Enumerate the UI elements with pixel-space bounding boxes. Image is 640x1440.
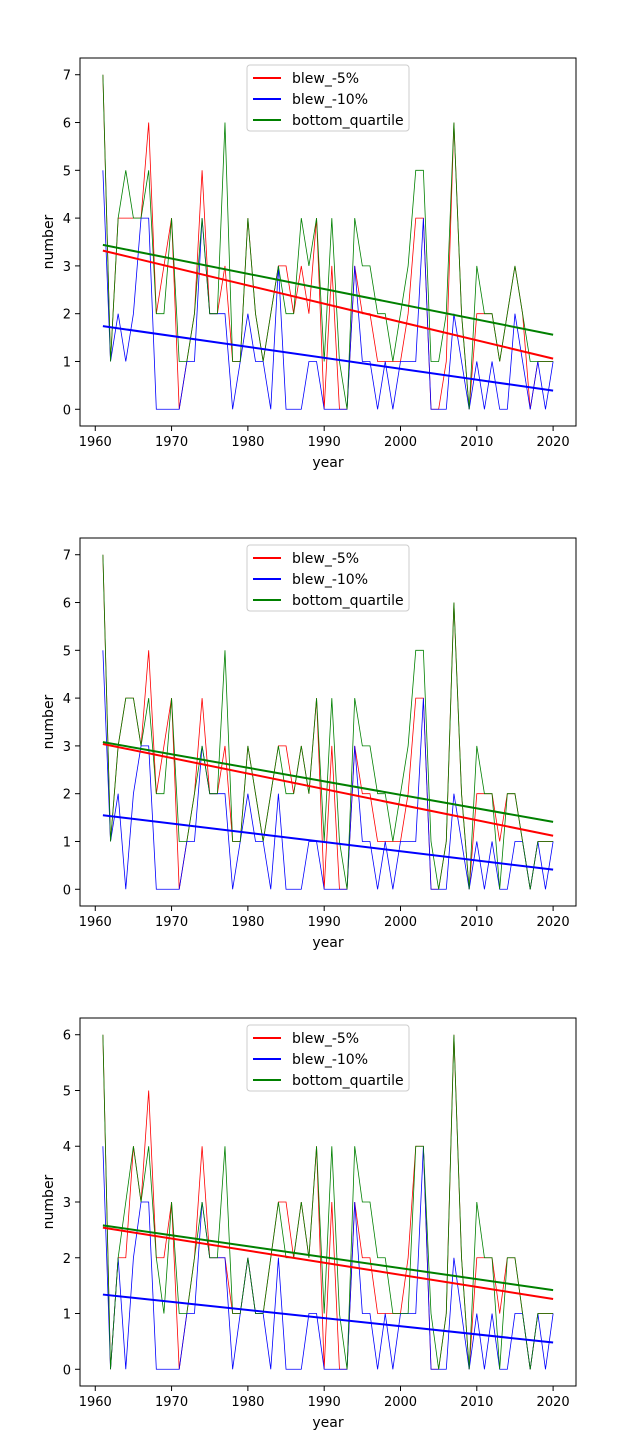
legend-label: blew_-5% bbox=[292, 71, 359, 87]
legend-label: blew_-10% bbox=[292, 92, 368, 108]
x-tick-label: 1960 bbox=[79, 915, 112, 930]
series-line-blew_-10% bbox=[102, 1146, 554, 1370]
series-line-blew_-10% bbox=[102, 170, 554, 410]
legend-box bbox=[246, 64, 410, 132]
x-tick-label: 1960 bbox=[79, 1395, 112, 1410]
legend-label: blew_-5% bbox=[292, 551, 359, 567]
x-tick-label: 2020 bbox=[537, 435, 570, 450]
x-tick-label: 2020 bbox=[537, 1395, 570, 1410]
trend-line-bottom_quartile bbox=[102, 741, 554, 823]
series-group bbox=[102, 74, 554, 410]
x-tick-label: 1970 bbox=[155, 915, 188, 930]
y-tick-label: 0 bbox=[63, 1363, 71, 1378]
y-tick-label: 4 bbox=[63, 1140, 71, 1155]
x-tick-label: 1980 bbox=[231, 435, 264, 450]
x-tick-label: 1970 bbox=[155, 1395, 188, 1410]
x-tick-label: 1970 bbox=[155, 435, 188, 450]
legend: blew_-5% blew_-10% bottom_quartile bbox=[246, 64, 410, 132]
chart-2: 1960 1970 1980 1990 2000 2010 2020 0 1 2 3 4 5 6 7 year… bbox=[41, 537, 577, 951]
y-tick-label: 4 bbox=[63, 692, 71, 707]
y-tick-label: 5 bbox=[63, 644, 71, 659]
y-tick-label: 3 bbox=[63, 740, 71, 755]
y-tick-label: 1 bbox=[63, 355, 71, 370]
series-line-blew_-5% bbox=[102, 74, 554, 410]
y-tick-label: 2 bbox=[63, 1252, 71, 1267]
legend-label: blew_-10% bbox=[292, 1052, 368, 1068]
legend-label: bottom_quartile bbox=[292, 593, 404, 609]
series-group bbox=[102, 554, 554, 890]
x-tick-label: 2010 bbox=[460, 435, 493, 450]
plot-frame bbox=[79, 537, 577, 907]
trend-line-blew_-10% bbox=[102, 325, 554, 392]
series-line-bottom_quartile bbox=[102, 1034, 554, 1370]
trend-line-bottom_quartile bbox=[102, 1224, 554, 1292]
x-tick-label: 1980 bbox=[231, 1395, 264, 1410]
x-axis-label: year bbox=[312, 935, 343, 951]
chart-1: 1960 1970 1980 1990 2000 2010 2020 0 1 2 3 4 5 6 7 year… bbox=[41, 57, 577, 471]
y-tick-label: 6 bbox=[63, 117, 71, 132]
x-tick-label: 2010 bbox=[460, 1395, 493, 1410]
x-tick-label: 2000 bbox=[384, 1395, 417, 1410]
y-axis-label: number bbox=[41, 694, 57, 749]
x-tick-label: 1960 bbox=[79, 435, 112, 450]
x-axis-label: year bbox=[312, 455, 343, 471]
y-tick-label: 5 bbox=[63, 164, 71, 179]
y-tick-label: 1 bbox=[63, 835, 71, 850]
y-tick-label: 2 bbox=[63, 788, 71, 803]
legend-box bbox=[246, 544, 410, 612]
x-axis-label: year bbox=[312, 1415, 343, 1431]
y-tick-label: 1 bbox=[63, 1308, 71, 1323]
y-tick-label: 0 bbox=[63, 403, 71, 418]
y-tick-label: 4 bbox=[63, 212, 71, 227]
series-line-bottom_quartile bbox=[102, 554, 554, 890]
y-tick-label: 0 bbox=[63, 883, 71, 898]
legend-label: blew_-5% bbox=[292, 1031, 359, 1047]
legend-box bbox=[246, 1024, 410, 1092]
y-tick-label: 7 bbox=[63, 549, 71, 564]
series-line-blew_-5% bbox=[102, 554, 554, 890]
y-axis-label: number bbox=[41, 214, 57, 269]
x-tick-label: 1990 bbox=[308, 435, 341, 450]
x-tick-label: 1980 bbox=[231, 915, 264, 930]
y-tick-label: 2 bbox=[63, 308, 71, 323]
trend-line-blew_-10% bbox=[102, 1293, 554, 1344]
trend-line-blew_-10% bbox=[102, 814, 554, 871]
x-tick-label: 1990 bbox=[308, 915, 341, 930]
y-tick-label: 5 bbox=[63, 1084, 71, 1099]
series-group bbox=[102, 1034, 554, 1370]
x-tick-label: 2000 bbox=[384, 435, 417, 450]
trend-line-bottom_quartile bbox=[102, 243, 554, 336]
legend: blew_-5% blew_-10% bottom_quartile bbox=[246, 544, 410, 612]
legend-label: bottom_quartile bbox=[292, 113, 404, 129]
legend: blew_-5% blew_-10% bottom_quartile bbox=[246, 1024, 410, 1092]
x-tick-label: 2020 bbox=[537, 915, 570, 930]
y-tick-label: 3 bbox=[63, 1196, 71, 1211]
trend-line-blew_-5% bbox=[102, 743, 554, 837]
trend-line-blew_-5% bbox=[102, 249, 554, 360]
series-line-blew_-5% bbox=[102, 1034, 554, 1370]
plot-frame bbox=[79, 57, 577, 427]
y-tick-label: 3 bbox=[63, 260, 71, 275]
chart-3: 1960 1970 1980 1990 2000 2010 2020 0 1 2 3 4 5 6 year n… bbox=[41, 1017, 577, 1431]
legend-label: bottom_quartile bbox=[292, 1073, 404, 1089]
y-tick-label: 6 bbox=[63, 597, 71, 612]
y-tick-label: 6 bbox=[63, 1029, 71, 1044]
legend-label: blew_-10% bbox=[292, 572, 368, 588]
trend-line-blew_-5% bbox=[102, 1226, 554, 1301]
x-tick-label: 2010 bbox=[460, 915, 493, 930]
series-line-blew_-10% bbox=[102, 650, 554, 890]
x-tick-label: 2000 bbox=[384, 915, 417, 930]
x-tick-label: 1990 bbox=[308, 1395, 341, 1410]
y-tick-label: 7 bbox=[63, 69, 71, 84]
y-axis-label: number bbox=[41, 1174, 57, 1229]
